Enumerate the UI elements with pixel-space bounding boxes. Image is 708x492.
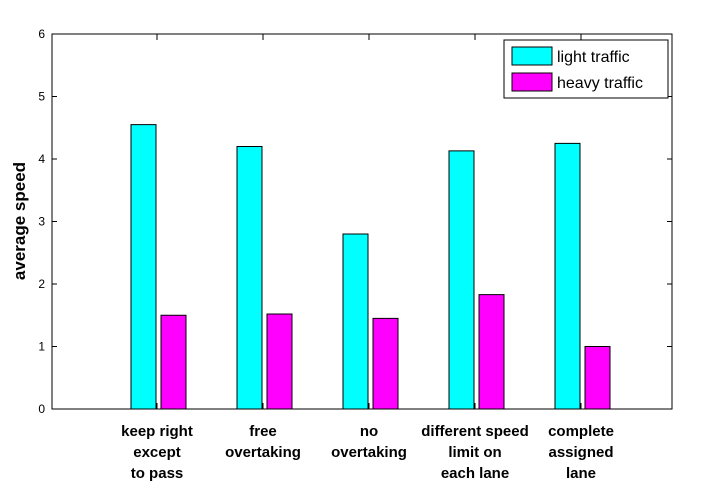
bar-light-traffic	[554, 142, 581, 410]
bar-heavy-traffic	[372, 317, 399, 410]
bar-heavy-traffic	[478, 294, 505, 410]
bar-light-traffic	[236, 146, 263, 410]
y-axis-title: average speed	[10, 162, 29, 280]
bar-heavy-traffic	[584, 346, 611, 410]
bar-light-traffic	[342, 233, 369, 410]
legend: light traffic heavy traffic	[503, 39, 669, 99]
y-tick-label: 6	[38, 27, 45, 41]
x-category-label: no overtaking	[331, 423, 407, 461]
legend-swatch	[511, 46, 553, 66]
bar-heavy-traffic	[266, 313, 293, 410]
y-tick-label: 2	[38, 277, 45, 291]
x-category-label: different speed limit on each lane	[421, 423, 529, 482]
x-axis: keep right except to pass free overtaking no o…	[121, 34, 614, 482]
y-tick-label: 4	[38, 152, 45, 166]
legend-swatch	[511, 72, 553, 92]
y-axis: 0 1 2 3 4 5 6	[38, 27, 672, 416]
y-tick-label: 0	[38, 402, 45, 416]
legend-label: heavy traffic	[557, 75, 643, 92]
x-category-label: keep right except to pass	[121, 423, 193, 482]
x-category-label: free overtaking	[225, 423, 301, 461]
bar-light-traffic	[448, 150, 475, 410]
legend-label: light traffic	[557, 49, 630, 66]
y-tick-label: 1	[38, 340, 45, 354]
bar-heavy-traffic	[160, 314, 187, 410]
y-tick-label: 3	[38, 215, 45, 229]
y-tick-label: 5	[38, 90, 45, 104]
bars-group	[130, 124, 611, 410]
bar-light-traffic	[130, 124, 157, 410]
x-category-label: complete assigned lane	[548, 423, 614, 482]
